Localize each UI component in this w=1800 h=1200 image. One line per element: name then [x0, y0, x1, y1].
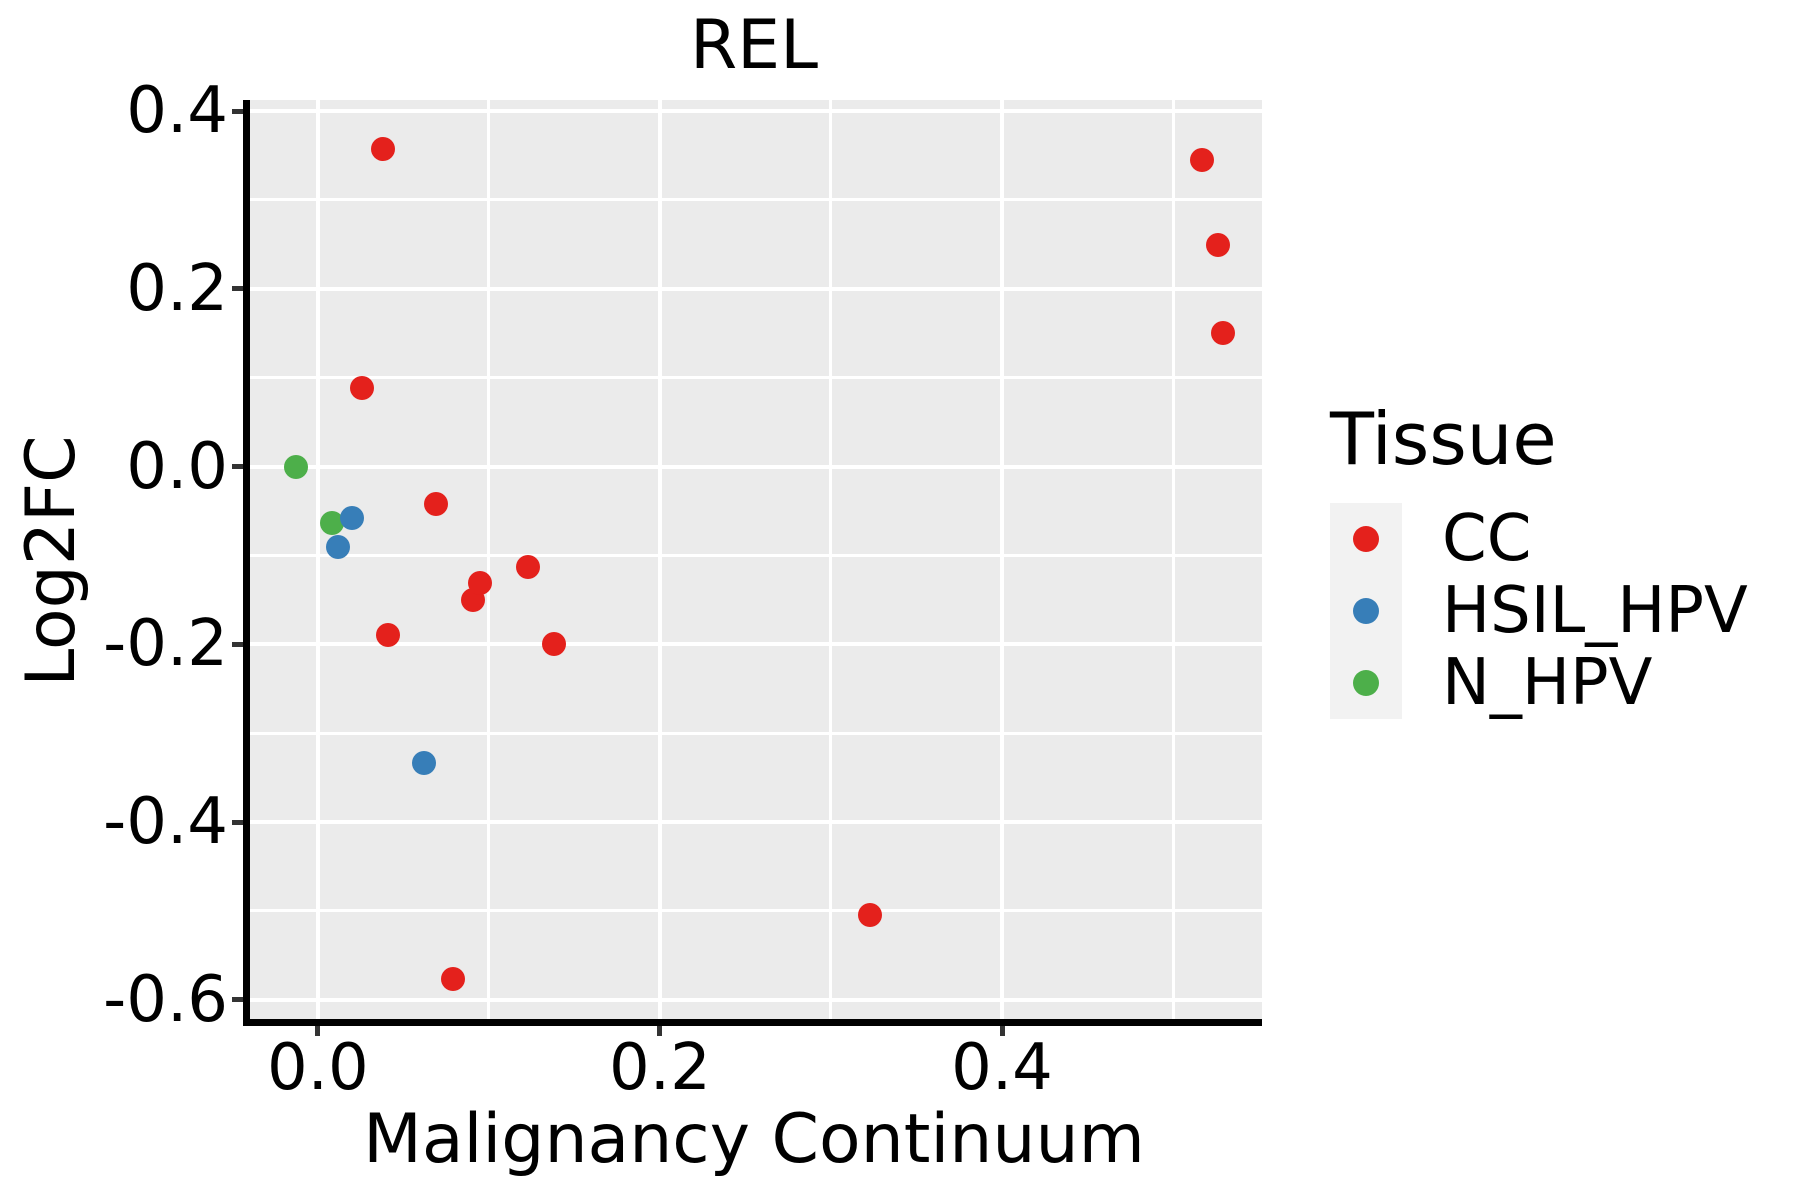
legend-label: N_HPV — [1442, 646, 1653, 720]
x-tick-label: 0.4 — [951, 1031, 1053, 1105]
legend-title: Tissue — [1330, 397, 1557, 481]
gridline-x-major — [1000, 100, 1004, 1022]
x-axis-line — [243, 1019, 1262, 1026]
legend-key-dot — [1353, 526, 1379, 552]
y-tick-label: -0.6 — [103, 962, 228, 1037]
x-tick-label: 0.0 — [266, 1031, 369, 1105]
gridline-y-minor — [246, 731, 1262, 735]
data-point-CC — [468, 570, 493, 595]
data-point-CC — [350, 376, 375, 401]
legend-key-dot — [1353, 598, 1379, 624]
gridline-y-minor — [246, 198, 1262, 202]
y-tick-label: -0.2 — [103, 607, 228, 682]
gridline-y-major — [246, 286, 1262, 291]
y-tick-label: -0.4 — [103, 785, 228, 860]
data-point-CC — [375, 622, 400, 647]
x-tick — [657, 1026, 663, 1036]
y-tick — [232, 997, 243, 1003]
gridline-y-major — [246, 997, 1262, 1002]
gridline-x-minor — [1171, 100, 1175, 1022]
x-tick — [999, 1026, 1005, 1036]
gridline-x-minor — [829, 100, 833, 1022]
y-tick — [232, 286, 243, 292]
legend-label: CC — [1442, 502, 1532, 576]
x-tick — [315, 1026, 321, 1036]
data-point-CC — [541, 632, 566, 657]
data-point-CC — [858, 903, 883, 928]
gridline-y-major — [246, 642, 1262, 647]
x-axis-title: Malignancy Continuum — [363, 1100, 1145, 1179]
data-point-CC — [1205, 233, 1230, 258]
plot-panel — [246, 100, 1262, 1022]
y-tick-label: 0.4 — [126, 74, 228, 149]
legend-label: HSIL_HPV — [1442, 574, 1748, 648]
y-tick-label: 0.2 — [126, 251, 228, 326]
gridline-y-minor — [246, 553, 1262, 557]
gridline-y-major — [246, 464, 1262, 469]
x-tick-label: 0.2 — [609, 1031, 711, 1105]
gridline-y-major — [246, 820, 1262, 825]
data-point-HSIL_HPV — [326, 534, 351, 559]
gridline-x-minor — [487, 100, 491, 1022]
data-point-CC — [1190, 147, 1215, 172]
data-point-CC — [440, 967, 465, 992]
data-point-CC — [516, 554, 541, 579]
y-axis-line — [243, 100, 250, 1026]
gridline-y-minor — [246, 376, 1262, 380]
gridline-y-major — [246, 109, 1262, 114]
data-point-CC — [1210, 321, 1235, 346]
y-tick — [232, 641, 243, 647]
gridline-x-major — [657, 100, 662, 1022]
y-tick-label: 0.0 — [126, 429, 228, 504]
y-tick — [232, 108, 243, 114]
gridline-y-minor — [246, 909, 1262, 913]
y-tick — [232, 819, 243, 825]
gridline-x-major — [315, 100, 320, 1022]
data-point-N_HPV — [283, 455, 308, 480]
data-point-CC — [370, 137, 395, 162]
legend-key-dot — [1353, 670, 1379, 696]
data-point-CC — [423, 491, 448, 516]
data-point-HSIL_HPV — [340, 506, 365, 531]
data-point-N_HPV — [319, 510, 344, 535]
y-tick — [232, 464, 243, 470]
data-point-HSIL_HPV — [411, 751, 436, 776]
plot-title: REL — [689, 6, 819, 85]
